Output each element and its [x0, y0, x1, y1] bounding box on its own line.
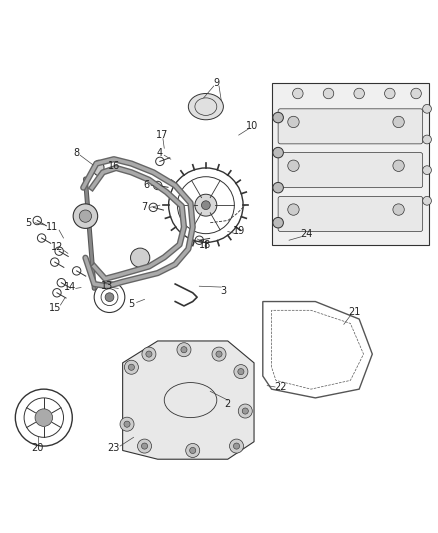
Circle shape [124, 360, 138, 374]
Circle shape [393, 116, 404, 128]
Circle shape [273, 112, 283, 123]
Circle shape [234, 365, 248, 378]
Text: 7: 7 [141, 203, 148, 212]
Text: 5: 5 [128, 298, 134, 309]
Text: 6: 6 [144, 181, 150, 190]
Text: 8: 8 [74, 148, 80, 158]
Circle shape [423, 166, 431, 174]
Text: 15: 15 [49, 303, 61, 313]
Text: 10: 10 [246, 122, 258, 131]
Circle shape [73, 204, 98, 229]
Circle shape [393, 160, 404, 172]
Circle shape [79, 210, 92, 222]
Circle shape [216, 351, 222, 357]
Text: 23: 23 [108, 443, 120, 453]
Circle shape [35, 409, 53, 426]
Text: 18: 18 [199, 240, 211, 251]
Polygon shape [272, 83, 429, 245]
Circle shape [354, 88, 364, 99]
Text: 19: 19 [233, 227, 245, 237]
Circle shape [423, 197, 431, 205]
Text: 24: 24 [300, 229, 313, 239]
Text: 16: 16 [108, 161, 120, 171]
Circle shape [242, 408, 248, 414]
Text: 21: 21 [349, 308, 361, 318]
Text: 5: 5 [25, 217, 32, 228]
Text: 2: 2 [225, 399, 231, 409]
Circle shape [142, 347, 156, 361]
Circle shape [190, 447, 196, 454]
Circle shape [288, 116, 299, 128]
Polygon shape [123, 341, 254, 459]
Circle shape [177, 343, 191, 357]
Circle shape [181, 346, 187, 353]
Circle shape [238, 404, 252, 418]
Circle shape [195, 194, 217, 216]
Circle shape [212, 347, 226, 361]
Text: 3: 3 [220, 286, 226, 296]
Text: 4: 4 [157, 149, 163, 158]
Circle shape [230, 439, 244, 453]
FancyBboxPatch shape [278, 197, 423, 231]
Circle shape [124, 421, 130, 427]
Circle shape [233, 443, 240, 449]
Circle shape [105, 293, 114, 302]
Circle shape [146, 351, 152, 357]
Text: 17: 17 [156, 130, 168, 140]
Ellipse shape [188, 93, 223, 120]
Circle shape [131, 248, 150, 268]
Text: 22: 22 [274, 382, 286, 392]
Circle shape [288, 160, 299, 172]
Circle shape [201, 201, 210, 209]
Circle shape [186, 443, 200, 457]
Circle shape [273, 147, 283, 158]
Circle shape [288, 204, 299, 215]
Circle shape [128, 364, 134, 370]
Circle shape [411, 88, 421, 99]
FancyBboxPatch shape [278, 152, 423, 188]
Circle shape [138, 439, 152, 453]
Text: 14: 14 [64, 282, 76, 292]
Circle shape [423, 104, 431, 113]
Ellipse shape [93, 160, 104, 175]
Circle shape [273, 182, 283, 193]
FancyBboxPatch shape [278, 109, 423, 144]
Circle shape [141, 443, 148, 449]
Circle shape [385, 88, 395, 99]
Text: 13: 13 [101, 281, 113, 291]
Circle shape [238, 368, 244, 375]
Circle shape [423, 135, 431, 144]
Circle shape [393, 204, 404, 215]
Text: 20: 20 [32, 443, 44, 453]
Circle shape [273, 217, 283, 228]
Circle shape [120, 417, 134, 431]
Text: 12: 12 [51, 242, 63, 252]
Text: 9: 9 [214, 77, 220, 87]
Circle shape [323, 88, 334, 99]
Text: 11: 11 [46, 222, 59, 232]
Circle shape [293, 88, 303, 99]
